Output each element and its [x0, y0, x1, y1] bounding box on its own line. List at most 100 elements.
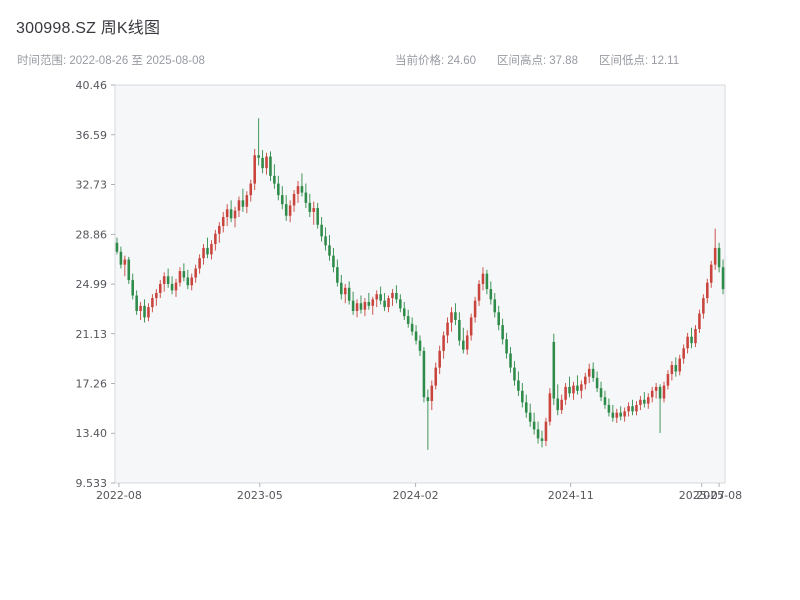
candle — [273, 164, 276, 189]
candle — [438, 345, 441, 375]
x-axis: 2022-08 2023-05 2024-02 2024-11 2025-072025-… — [96, 483, 742, 502]
candle-body — [489, 289, 493, 300]
candle-body — [174, 282, 178, 291]
candle — [320, 217, 323, 242]
candle-body — [465, 335, 469, 350]
candle — [481, 267, 485, 291]
candle-body — [430, 385, 434, 402]
candle — [465, 330, 469, 355]
candle — [513, 361, 516, 386]
candle-body — [225, 209, 229, 218]
candle — [249, 179, 253, 202]
candle-body — [194, 268, 197, 278]
candle-body — [383, 300, 386, 308]
x-tick-label: 2022-08 — [96, 489, 142, 502]
candle-body — [702, 298, 705, 314]
candle — [434, 362, 438, 390]
candle — [446, 317, 449, 344]
candle-body — [658, 386, 662, 399]
candle-body — [564, 386, 567, 400]
candle — [442, 331, 445, 359]
candle-body — [135, 295, 138, 311]
candle-body — [595, 377, 599, 389]
candle — [706, 278, 709, 304]
candle-body — [599, 388, 603, 398]
candle-body — [548, 393, 552, 422]
stats-row: 当前价格: 24.60 区间高点: 37.88 区间低点: 12.11 — [395, 52, 682, 68]
candle-body — [166, 276, 170, 284]
candle-body — [721, 267, 725, 290]
candle — [143, 299, 146, 323]
candle — [568, 376, 571, 398]
candle — [229, 200, 233, 223]
y-tick-label: 9.533 — [76, 477, 108, 490]
candle-body — [454, 312, 457, 320]
candle-body — [229, 209, 233, 219]
candle — [576, 375, 579, 395]
candle-body — [603, 397, 607, 405]
candle — [591, 362, 595, 382]
candle — [721, 259, 725, 295]
candle — [584, 372, 587, 390]
candle — [296, 181, 300, 203]
candle — [528, 403, 532, 427]
candle — [182, 263, 186, 282]
candle — [395, 285, 398, 304]
candle — [367, 292, 371, 310]
candle-body — [249, 183, 253, 196]
candle — [619, 406, 622, 421]
candle-body — [233, 210, 237, 219]
candle — [383, 292, 386, 311]
current-price-label: 当前价格: — [395, 55, 445, 67]
candle — [198, 254, 201, 274]
candle — [210, 240, 213, 260]
candle — [300, 173, 304, 197]
candle — [399, 294, 402, 313]
candle — [709, 260, 713, 288]
candle-body — [501, 325, 504, 340]
candle-body — [485, 273, 489, 290]
x-tick-label: 2024-11 — [548, 489, 594, 502]
candle-body — [611, 412, 615, 418]
candle-body — [119, 251, 123, 265]
candle — [170, 276, 174, 295]
candle-body — [635, 404, 638, 412]
candle — [646, 393, 650, 409]
candle — [426, 389, 430, 450]
candle — [536, 421, 540, 444]
candle-body — [631, 406, 634, 412]
candle-body — [158, 283, 162, 293]
candle — [139, 301, 142, 320]
candle — [225, 204, 229, 227]
y-tick-label: 32.73 — [76, 178, 108, 191]
candle-body — [473, 300, 477, 318]
candle-body — [277, 183, 280, 196]
candle-body — [402, 308, 406, 317]
candle — [678, 354, 682, 376]
candle-body — [123, 259, 127, 265]
candle-body — [395, 292, 398, 300]
candle-body — [666, 374, 670, 386]
candle — [347, 281, 351, 305]
candle-body — [186, 277, 190, 286]
candle-body — [639, 399, 642, 405]
candle-body — [540, 438, 544, 441]
candle — [332, 247, 335, 273]
candle — [556, 384, 560, 416]
candle-body — [292, 193, 296, 206]
candle-body — [399, 299, 402, 309]
candle-body — [509, 353, 512, 368]
candle — [202, 244, 205, 265]
x-tick-label: 2025-07 — [679, 489, 725, 502]
candle-body — [706, 282, 709, 299]
candle — [450, 307, 453, 332]
candle — [595, 371, 599, 393]
candle — [387, 295, 390, 313]
candle-body — [682, 348, 685, 359]
candle-body — [434, 367, 438, 386]
candle — [292, 190, 296, 212]
x-tick-label: 2024-02 — [393, 489, 439, 502]
candle-body — [151, 298, 154, 308]
candle-body — [607, 404, 611, 413]
candle — [280, 186, 284, 210]
